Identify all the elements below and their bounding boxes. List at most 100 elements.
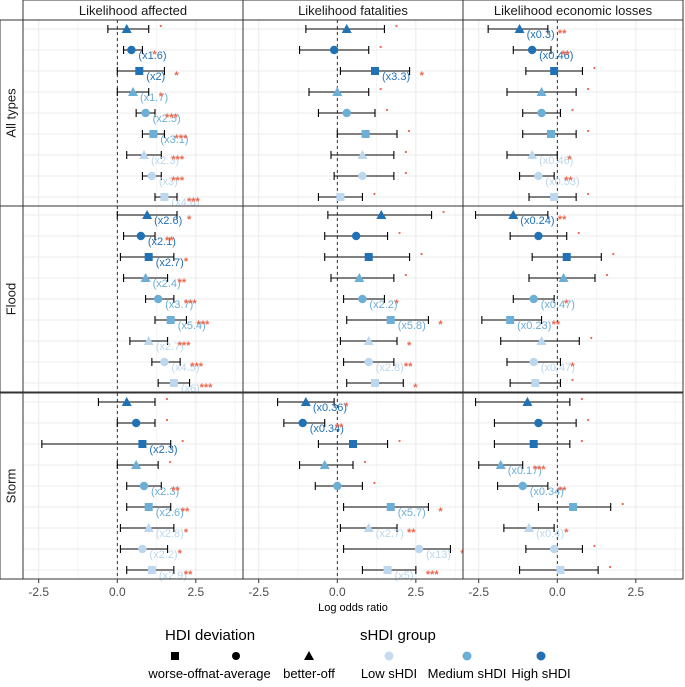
point-marker-square — [531, 379, 540, 387]
point-marker-square — [550, 193, 559, 201]
x-axis-title: Log odds ratio — [318, 602, 388, 614]
significance-stars: ** — [564, 175, 573, 187]
legend-label-group: Low sHDI — [361, 666, 417, 681]
point-marker-circle — [329, 45, 339, 55]
legend-title-deviation: HDI deviation — [165, 627, 255, 644]
significance-stars: * — [413, 382, 418, 394]
odds-label: (x2.8) — [376, 362, 404, 374]
insignificance-dot — [395, 24, 398, 28]
point-marker-circle — [160, 357, 169, 367]
point-marker-circle — [534, 231, 543, 241]
point-marker-triangle — [319, 460, 330, 469]
x-tick-label: 2.5 — [408, 585, 425, 599]
significance-stars: * — [184, 527, 189, 539]
point-marker-circle — [414, 544, 424, 554]
significance-stars: ** — [171, 485, 180, 497]
odds-label: (x2) — [146, 71, 165, 83]
x-tick-label: 2.5 — [628, 585, 645, 599]
point-marker-triangle — [363, 336, 374, 345]
odds-label: (x2.6) — [156, 507, 184, 519]
x-tick-label: 0.0 — [329, 585, 346, 599]
point-marker-square — [562, 253, 571, 261]
point-marker-square — [371, 67, 379, 75]
odds-label: (x2.2) — [149, 549, 177, 561]
point-marker-triangle — [522, 397, 533, 406]
significance-stars: ** — [335, 422, 344, 434]
odds-label: (x2.3) — [151, 486, 179, 498]
insignificance-dot — [587, 418, 590, 422]
significance-stars: *** — [187, 196, 201, 208]
significance-stars: * — [159, 91, 164, 103]
point-marker-triangle — [376, 210, 387, 219]
odds-label: (x2.2) — [369, 299, 397, 311]
significance-stars: * — [564, 527, 569, 539]
insignificance-dot — [379, 87, 382, 91]
facet-panel: (x1.6)*(x2) *(x1.7)*(x2.5)***(x3.1)***(x2… — [22, 19, 244, 209]
facet-col-label: Likelihood economic losses — [494, 3, 653, 18]
significance-stars: *** — [171, 154, 185, 166]
odds-label: (x2.7) — [156, 257, 184, 269]
point-marker-circle — [529, 357, 538, 367]
significance-stars: * — [420, 70, 425, 82]
point-marker-circle — [518, 481, 527, 491]
point-marker-circle — [153, 294, 163, 304]
legend-key-square — [171, 652, 179, 660]
insignificance-dot — [385, 108, 389, 112]
odds-label: (x0.3) — [527, 29, 555, 41]
point-marker-triangle — [495, 460, 506, 469]
significance-stars: * — [438, 319, 443, 331]
significance-stars: * — [344, 401, 349, 413]
insignificance-dot — [404, 171, 407, 175]
point-marker-triangle — [524, 523, 534, 532]
point-marker-square — [506, 316, 515, 324]
significance-stars: ** — [181, 506, 190, 518]
significance-stars: *** — [533, 464, 547, 476]
point-marker-circle — [127, 45, 136, 55]
odds-label: (x3.3) — [382, 71, 410, 83]
panel-border — [462, 392, 684, 580]
point-marker-square — [144, 503, 153, 511]
significance-stars: *** — [200, 382, 214, 394]
legend-label-deviation: worse-off — [147, 666, 202, 681]
point-marker-square — [556, 566, 565, 574]
significance-stars: *** — [178, 340, 192, 352]
insignificance-dot — [612, 252, 615, 256]
legend-key-color — [536, 651, 546, 661]
significance-stars: *** — [426, 569, 440, 581]
significance-stars: ** — [558, 485, 567, 497]
significance-stars: ** — [184, 569, 193, 581]
point-marker-square — [361, 130, 370, 138]
legend-title-group: sHDI group — [360, 627, 436, 644]
insignificance-dot — [181, 439, 184, 443]
odds-label: (x2.6) — [154, 215, 182, 227]
odds-label: (x0.46) — [539, 155, 573, 167]
point-marker-triangle — [332, 87, 343, 96]
facet-panel: (x2.2)*(x5.8) **(x2.8) *** — [242, 205, 464, 394]
point-marker-triangle — [363, 523, 374, 532]
odds-label: (x2.4) — [153, 278, 181, 290]
point-marker-circle — [358, 294, 367, 304]
facet-panel: (x2.6) *(x2.1)**(x2.7) *(x2.4)**(x3.7)***(… — [22, 205, 244, 395]
insignificance-dot — [373, 192, 376, 196]
panel-border — [462, 205, 684, 393]
odds-label: (x0.4) — [536, 528, 564, 540]
point-marker-circle — [342, 108, 351, 118]
point-marker-triangle — [558, 273, 569, 282]
insignificance-dot — [587, 129, 590, 133]
facet-panel: (x0.36)*(x0.34)**(x5.7)*(x2.7)**(x13)**(… — [242, 392, 470, 582]
point-marker-triangle — [142, 210, 153, 219]
insignificance-dot — [571, 378, 574, 382]
point-marker-circle — [141, 108, 150, 118]
point-marker-square — [569, 503, 577, 511]
odds-label: (x4.5) — [171, 362, 199, 374]
odds-label: (x2.3) — [151, 155, 179, 167]
significance-stars: ** — [407, 527, 416, 539]
point-marker-triangle — [514, 24, 525, 33]
point-marker-triangle — [139, 150, 149, 159]
legend-key-circle — [232, 652, 240, 660]
point-marker-square — [149, 130, 158, 138]
legend-key-color — [462, 651, 472, 661]
odds-label: (x0.17) — [508, 465, 542, 477]
point-marker-triangle — [121, 397, 132, 406]
